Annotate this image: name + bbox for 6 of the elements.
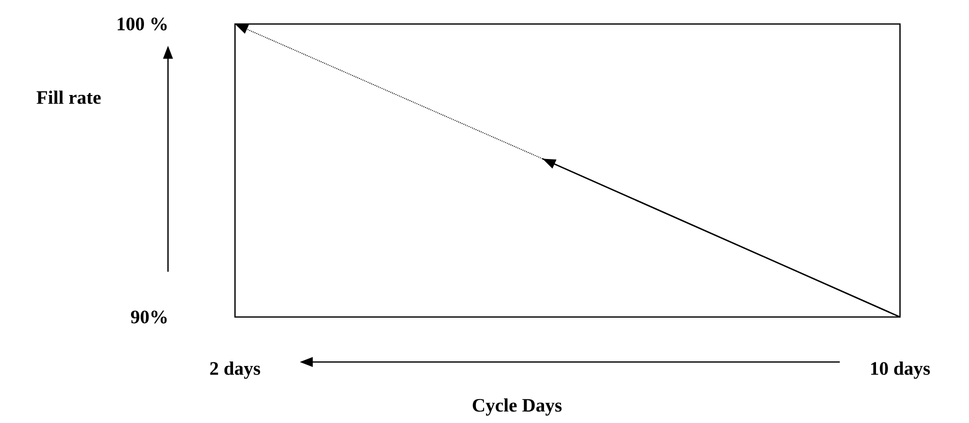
x-tick-label: 2 days (210, 362, 260, 379)
y-axis-title: Fill rate (36, 90, 101, 104)
x-tick-label: 10 days (871, 362, 930, 379)
y-tick-label: 90% (130, 310, 167, 324)
x-axis-title: Cycle Days (472, 398, 562, 416)
y-tick-label: 100 % (118, 18, 167, 30)
